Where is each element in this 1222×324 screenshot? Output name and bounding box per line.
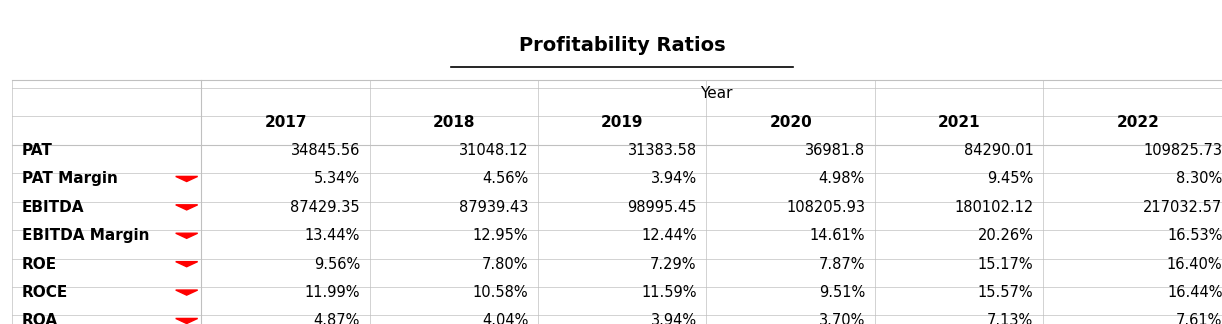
Text: 11.59%: 11.59%: [642, 285, 697, 300]
Text: 2019: 2019: [601, 115, 644, 130]
Text: 84290.01: 84290.01: [964, 143, 1034, 158]
Text: 5.34%: 5.34%: [314, 171, 360, 187]
Text: 36981.8: 36981.8: [805, 143, 865, 158]
Text: 98995.45: 98995.45: [627, 200, 697, 215]
Polygon shape: [176, 290, 198, 295]
Text: 108205.93: 108205.93: [786, 200, 865, 215]
Text: 7.13%: 7.13%: [987, 314, 1034, 324]
Text: 2020: 2020: [770, 115, 811, 130]
Text: ROCE: ROCE: [22, 285, 68, 300]
Text: 20.26%: 20.26%: [978, 228, 1034, 243]
Text: 4.56%: 4.56%: [481, 171, 528, 187]
Text: 9.56%: 9.56%: [314, 257, 360, 272]
Text: 217032.57: 217032.57: [1144, 200, 1222, 215]
Text: 3.94%: 3.94%: [650, 314, 697, 324]
Text: 87939.43: 87939.43: [459, 200, 528, 215]
Text: 31383.58: 31383.58: [628, 143, 697, 158]
Text: EBITDA: EBITDA: [22, 200, 84, 215]
Text: 16.40%: 16.40%: [1167, 257, 1222, 272]
Polygon shape: [176, 176, 198, 181]
Text: 9.51%: 9.51%: [819, 285, 865, 300]
Text: PAT: PAT: [22, 143, 53, 158]
Text: 12.44%: 12.44%: [642, 228, 697, 243]
Polygon shape: [176, 233, 198, 238]
Text: 15.57%: 15.57%: [978, 285, 1034, 300]
Text: 15.17%: 15.17%: [978, 257, 1034, 272]
Text: 7.80%: 7.80%: [481, 257, 528, 272]
Polygon shape: [176, 205, 198, 210]
Text: 8.30%: 8.30%: [1177, 171, 1222, 187]
Text: 10.58%: 10.58%: [473, 285, 528, 300]
Text: 7.61%: 7.61%: [1176, 314, 1222, 324]
Text: 31048.12: 31048.12: [458, 143, 528, 158]
Text: 3.94%: 3.94%: [650, 171, 697, 187]
Text: 34845.56: 34845.56: [291, 143, 360, 158]
Text: 12.95%: 12.95%: [473, 228, 528, 243]
Text: 87429.35: 87429.35: [291, 200, 360, 215]
Text: 2017: 2017: [264, 115, 307, 130]
Text: 3.70%: 3.70%: [819, 314, 865, 324]
Text: 2022: 2022: [1117, 115, 1160, 130]
Text: Year: Year: [700, 86, 733, 101]
Polygon shape: [176, 318, 198, 324]
Text: 4.87%: 4.87%: [314, 314, 360, 324]
Text: 2021: 2021: [937, 115, 980, 130]
Text: EBITDA Margin: EBITDA Margin: [22, 228, 149, 243]
Text: 9.45%: 9.45%: [987, 171, 1034, 187]
Text: 109825.73: 109825.73: [1144, 143, 1222, 158]
Text: 11.99%: 11.99%: [304, 285, 360, 300]
Text: 180102.12: 180102.12: [954, 200, 1034, 215]
Text: PAT Margin: PAT Margin: [22, 171, 117, 187]
Text: ROA: ROA: [22, 314, 59, 324]
Polygon shape: [176, 261, 198, 267]
Text: 7.87%: 7.87%: [819, 257, 865, 272]
Text: 4.04%: 4.04%: [481, 314, 528, 324]
Text: ROE: ROE: [22, 257, 57, 272]
Text: 16.53%: 16.53%: [1167, 228, 1222, 243]
Text: 2018: 2018: [433, 115, 475, 130]
Text: 14.61%: 14.61%: [809, 228, 865, 243]
Text: 16.44%: 16.44%: [1167, 285, 1222, 300]
Text: Profitability Ratios: Profitability Ratios: [519, 36, 726, 55]
Text: 7.29%: 7.29%: [650, 257, 697, 272]
Text: 13.44%: 13.44%: [304, 228, 360, 243]
Text: 4.98%: 4.98%: [819, 171, 865, 187]
